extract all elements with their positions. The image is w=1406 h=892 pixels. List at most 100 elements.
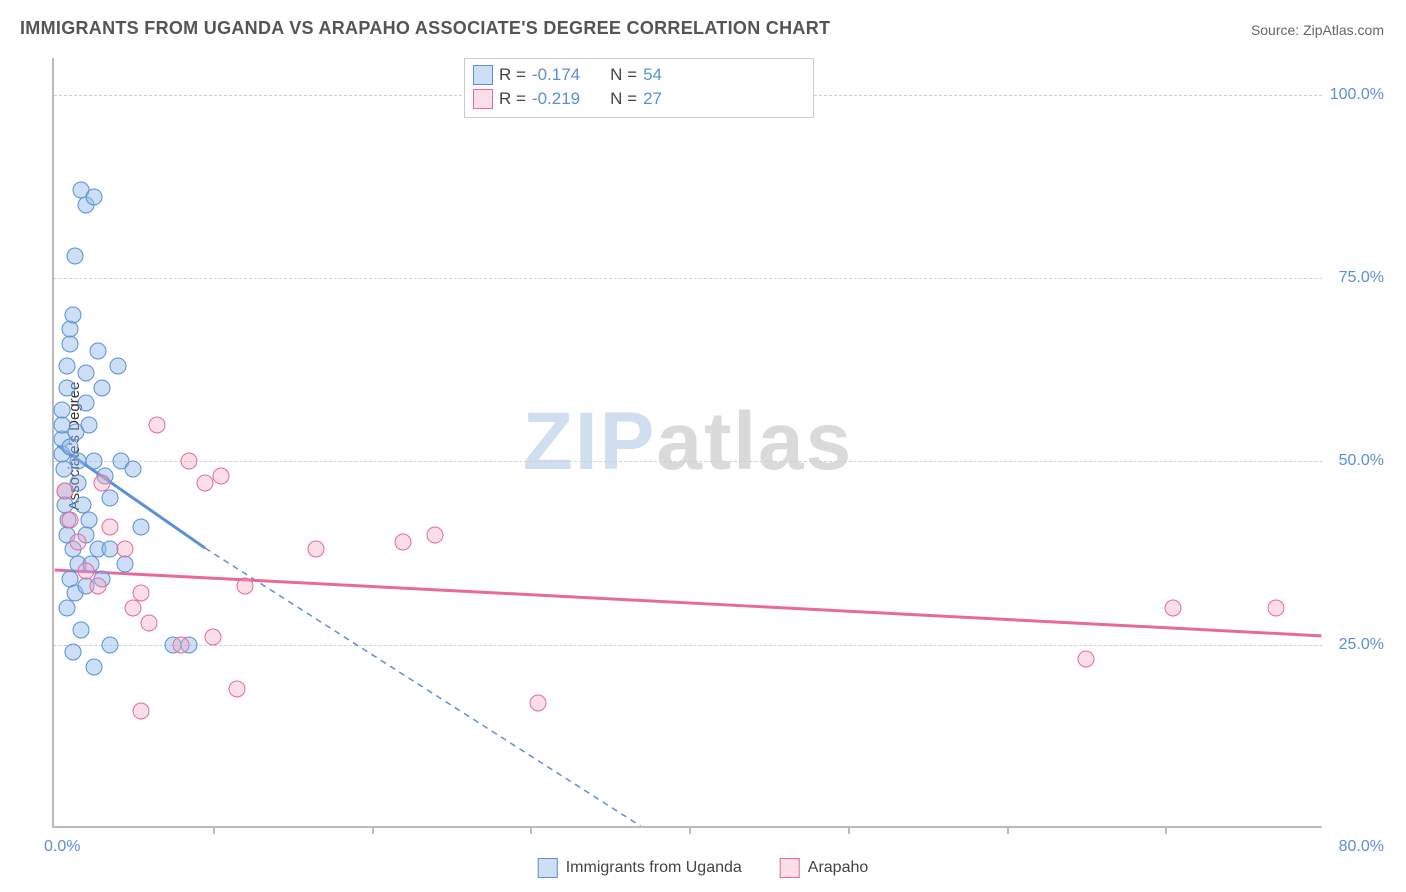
n-label: N = (610, 89, 637, 109)
watermark-part-1: ZIP (523, 396, 657, 487)
legend-row-series-1: R = -0.174 N = 54 (473, 63, 805, 87)
scatter-point (133, 702, 150, 719)
scatter-point (1165, 600, 1182, 617)
scatter-point (61, 512, 78, 529)
legend-row-series-2: R = -0.219 N = 27 (473, 87, 805, 111)
scatter-point (101, 519, 118, 536)
series-1-n: 54 (643, 65, 662, 85)
legend-item-series-2: Arapaho (780, 858, 869, 878)
scatter-point (204, 629, 221, 646)
r-label: R = (499, 65, 526, 85)
scatter-point (66, 248, 83, 265)
scatter-point (77, 394, 94, 411)
gridline-h (54, 278, 1322, 279)
scatter-point (101, 541, 118, 558)
correlation-legend: R = -0.174 N = 54 R = -0.219 N = 27 (464, 58, 814, 118)
scatter-point (212, 468, 229, 485)
scatter-point (61, 336, 78, 353)
legend-item-series-1: Immigrants from Uganda (538, 858, 742, 878)
series-1-r: -0.174 (532, 65, 580, 85)
scatter-point (133, 585, 150, 602)
scatter-point (196, 475, 213, 492)
x-axis-tick (1165, 826, 1167, 834)
scatter-point (101, 636, 118, 653)
x-axis-tick (848, 826, 850, 834)
scatter-point (69, 534, 86, 551)
scatter-point (61, 321, 78, 338)
scatter-point (69, 453, 86, 470)
scatter-point (85, 453, 102, 470)
r-label: R = (499, 89, 526, 109)
gridline-h (54, 645, 1322, 646)
trendlines-svg (54, 58, 1322, 826)
source-label: Source: (1251, 22, 1299, 38)
y-axis-tick-label: 100.0% (1330, 86, 1384, 104)
x-axis-min-label: 0.0% (44, 838, 80, 856)
scatter-point (72, 622, 89, 639)
x-axis-tick (689, 826, 691, 834)
legend-swatch-pink (780, 858, 800, 878)
y-axis-tick-label: 25.0% (1339, 636, 1384, 654)
n-label: N = (610, 65, 637, 85)
x-axis-tick (1007, 826, 1009, 834)
watermark: ZIPatlas (523, 395, 853, 489)
scatter-point (58, 380, 75, 397)
scatter-point (58, 600, 75, 617)
scatter-point (90, 578, 107, 595)
scatter-point (90, 343, 107, 360)
scatter-point (236, 578, 253, 595)
scatter-point (530, 695, 547, 712)
gridline-h (54, 461, 1322, 462)
scatter-point (173, 636, 190, 653)
scatter-point (125, 460, 142, 477)
scatter-point (57, 482, 74, 499)
scatter-point (1268, 600, 1285, 617)
scatter-point (101, 490, 118, 507)
source-attribution: Source: ZipAtlas.com (1251, 22, 1384, 38)
watermark-part-2: atlas (656, 396, 853, 487)
scatter-point (109, 358, 126, 375)
scatter-point (85, 189, 102, 206)
legend-label-series-1: Immigrants from Uganda (566, 859, 742, 877)
scatter-point (180, 453, 197, 470)
chart-container: IMMIGRANTS FROM UGANDA VS ARAPAHO ASSOCI… (0, 0, 1406, 892)
scatter-point (93, 475, 110, 492)
chart-title: IMMIGRANTS FROM UGANDA VS ARAPAHO ASSOCI… (20, 18, 830, 39)
series-legend: Immigrants from Uganda Arapaho (538, 858, 869, 878)
legend-swatch-pink (473, 89, 493, 109)
scatter-point (85, 658, 102, 675)
x-axis-max-label: 80.0% (1339, 838, 1384, 856)
legend-swatch-blue (538, 858, 558, 878)
y-axis-tick-label: 75.0% (1339, 269, 1384, 287)
scatter-point (77, 365, 94, 382)
scatter-point (53, 402, 70, 419)
scatter-point (395, 534, 412, 551)
scatter-point (228, 680, 245, 697)
scatter-point (1077, 651, 1094, 668)
scatter-point (307, 541, 324, 558)
scatter-point (74, 497, 91, 514)
scatter-point (141, 614, 158, 631)
legend-swatch-blue (473, 65, 493, 85)
scatter-point (149, 416, 166, 433)
scatter-point (80, 416, 97, 433)
scatter-point (58, 358, 75, 375)
y-axis-tick-label: 50.0% (1339, 452, 1384, 470)
scatter-point (65, 644, 82, 661)
scatter-point (125, 600, 142, 617)
source-name: ZipAtlas.com (1303, 22, 1384, 38)
x-axis-tick (213, 826, 215, 834)
x-axis-tick (530, 826, 532, 834)
legend-label-series-2: Arapaho (808, 859, 869, 877)
trend-line (205, 548, 640, 826)
series-2-n: 27 (643, 89, 662, 109)
scatter-point (427, 526, 444, 543)
scatter-point (117, 556, 134, 573)
scatter-point (117, 541, 134, 558)
scatter-point (65, 306, 82, 323)
scatter-point (93, 380, 110, 397)
scatter-point (77, 563, 94, 580)
x-axis-tick (372, 826, 374, 834)
scatter-point (133, 519, 150, 536)
scatter-point (80, 512, 97, 529)
